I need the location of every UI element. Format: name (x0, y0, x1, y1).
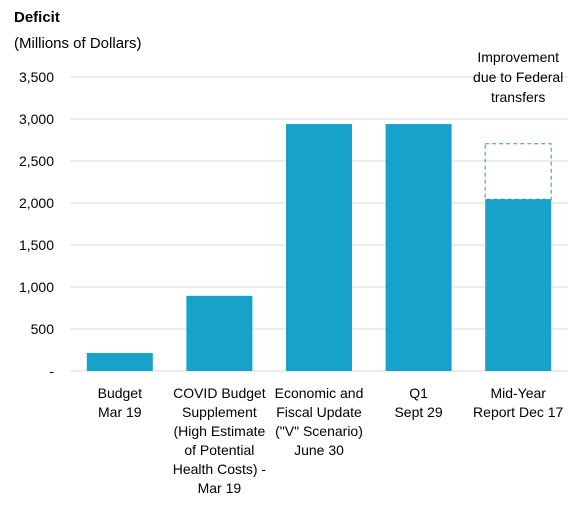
bars (86, 124, 552, 371)
x-axis-labels: Budget Mar 19 COVID Budget Supplement (High … (98, 385, 564, 496)
y-axis-ticks: - 500 1,000 1,500 2,000 2,500 3,000 3,500 (19, 69, 54, 379)
y-tick-label: 1,500 (19, 237, 54, 253)
bar (385, 124, 452, 371)
x-tick-label: Sept 29 (394, 404, 442, 420)
chart-subtitle: (Millions of Dollars) (14, 35, 142, 52)
x-tick-label: (High Estimate (173, 423, 265, 439)
y-tick-label: 3,000 (19, 111, 54, 127)
x-tick-label: Mar 19 (98, 404, 142, 420)
improvement-label: Improvement (477, 49, 559, 65)
improvement-label: due to Federal (473, 69, 563, 85)
y-tick-label: - (49, 363, 54, 379)
x-tick-label: Q1 (409, 385, 428, 401)
improvement-dashed-box (484, 143, 552, 200)
x-tick-label: Mar 19 (198, 480, 242, 496)
x-tick-label: Fiscal Update (276, 404, 362, 420)
x-tick-label: Health Costs) - (173, 461, 267, 477)
x-tick-label: ("V" Scenario) (275, 423, 363, 439)
improvement-annotation: Improvement due to Federal transfers (473, 49, 563, 200)
y-tick-label: 2,000 (19, 195, 54, 211)
bar (286, 124, 352, 371)
x-tick-label: June 30 (294, 442, 344, 458)
improvement-label: transfers (491, 89, 545, 105)
chart-title: Deficit (14, 9, 60, 26)
x-tick-label: Report Dec 17 (473, 404, 563, 420)
x-tick-label: of Potential (184, 442, 254, 458)
y-tick-label: 500 (31, 321, 55, 337)
x-tick-label: COVID Budget (173, 385, 266, 401)
bar (485, 199, 552, 371)
bar (86, 352, 153, 371)
x-tick-label: Mid-Year (490, 385, 546, 401)
y-tick-label: 3,500 (19, 69, 54, 85)
x-tick-label: Economic and (275, 385, 364, 401)
x-tick-label: Budget (98, 385, 142, 401)
x-tick-label: Supplement (182, 404, 257, 420)
y-tick-label: 2,500 (19, 153, 54, 169)
y-tick-label: 1,000 (19, 279, 54, 295)
bar (186, 295, 253, 371)
